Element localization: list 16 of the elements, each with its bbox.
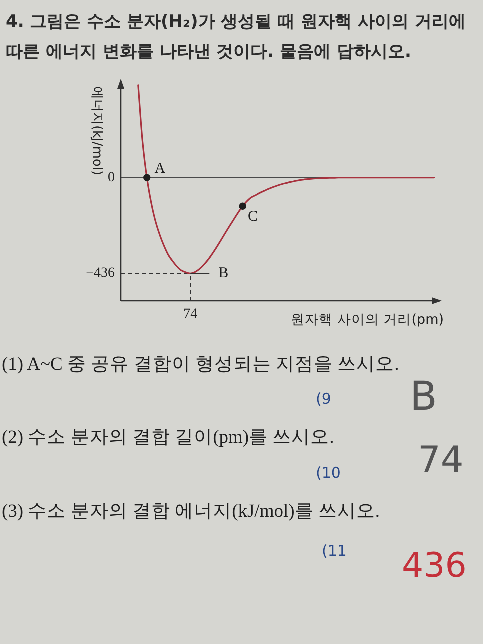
annotation: B (218, 266, 229, 282)
text: (10 (316, 464, 341, 482)
text: (11 (322, 542, 347, 560)
y-tick-label: 0 (108, 170, 115, 186)
text: (9 (316, 390, 332, 408)
y-tick-label: −436 (86, 266, 115, 282)
text: 436 (402, 546, 467, 586)
text: (1) A~C 중 공유 결합이 형성되는 지점을 쓰시오. (2, 355, 400, 375)
annotation: C (248, 209, 258, 225)
text: (2) 수소 분자의 결합 길이(pm)를 쓰시오. (2, 428, 334, 448)
text: B (410, 374, 438, 420)
x-axis-title: 원자핵 사이의 거리(pm) (291, 312, 444, 328)
y-axis-title: 에너지(kJ/mol) (90, 86, 104, 176)
text: (3) 수소 분자의 결합 에너지(kJ/mol)를 쓰시오. (2, 502, 380, 522)
chart-title: 4. 그림은 수소 분자(H₂)가 생성될 때 원자핵 사이의 거리에 따른 에너지 변화를 나타낸 것이다. 물음에 답하시오. (6, 11, 467, 64)
text: 74 (418, 440, 464, 481)
